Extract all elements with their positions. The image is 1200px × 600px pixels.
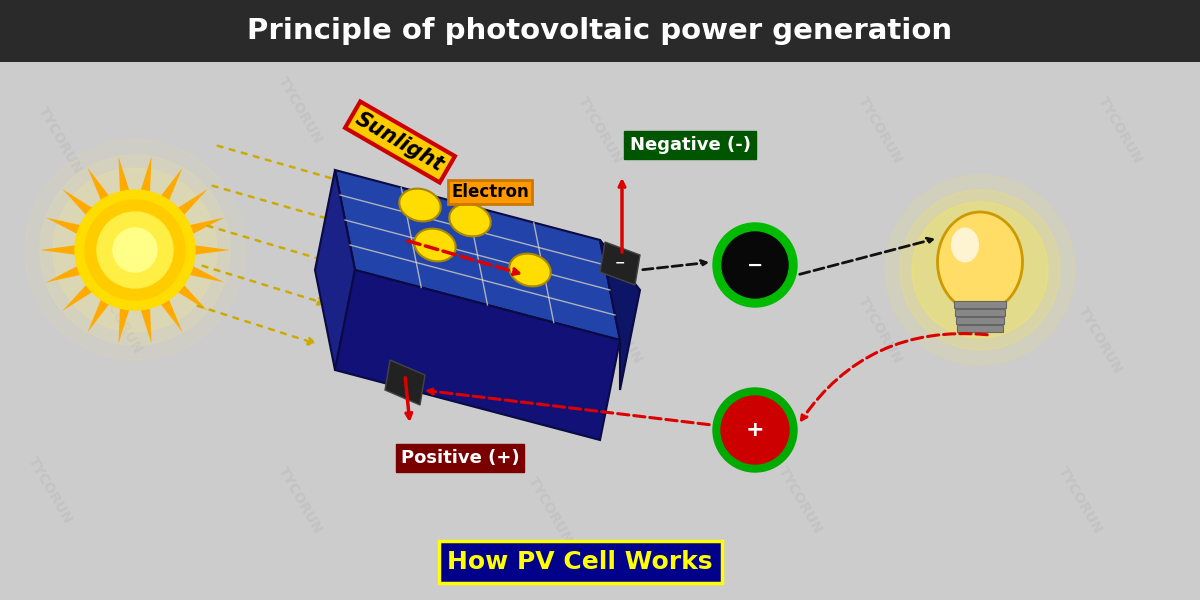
- Polygon shape: [600, 242, 640, 285]
- FancyBboxPatch shape: [958, 325, 1003, 332]
- Text: Positive (+): Positive (+): [401, 449, 520, 467]
- Circle shape: [74, 190, 194, 310]
- Ellipse shape: [937, 212, 1022, 312]
- Polygon shape: [46, 218, 80, 234]
- Polygon shape: [88, 299, 109, 332]
- Circle shape: [53, 168, 217, 332]
- Text: −: −: [746, 256, 763, 275]
- Text: How PV Cell Works: How PV Cell Works: [448, 550, 713, 574]
- Circle shape: [25, 140, 245, 360]
- Polygon shape: [385, 360, 425, 405]
- Polygon shape: [161, 299, 182, 332]
- Text: TYCORUN: TYCORUN: [95, 284, 145, 356]
- Text: TYCORUN: TYCORUN: [1075, 304, 1124, 376]
- Ellipse shape: [952, 227, 979, 263]
- Text: TYCORUN: TYCORUN: [275, 464, 325, 536]
- Polygon shape: [62, 189, 92, 215]
- Text: TYCORUN: TYCORUN: [1055, 464, 1105, 536]
- Circle shape: [713, 388, 797, 472]
- FancyBboxPatch shape: [0, 0, 1200, 62]
- Polygon shape: [178, 189, 208, 215]
- Polygon shape: [314, 170, 355, 370]
- Text: Sunlight: Sunlight: [352, 109, 448, 175]
- Circle shape: [713, 223, 797, 307]
- Text: TYCORUN: TYCORUN: [575, 94, 625, 166]
- Text: TYCORUN: TYCORUN: [526, 474, 575, 546]
- Text: TYCORUN: TYCORUN: [856, 294, 905, 366]
- Polygon shape: [40, 245, 76, 255]
- Text: TYCORUN: TYCORUN: [275, 74, 325, 146]
- Text: TYCORUN: TYCORUN: [775, 464, 824, 536]
- Circle shape: [722, 232, 788, 298]
- Text: TYCORUN: TYCORUN: [35, 104, 85, 176]
- Polygon shape: [119, 308, 130, 344]
- Polygon shape: [190, 266, 224, 283]
- Polygon shape: [140, 157, 151, 192]
- Polygon shape: [178, 285, 208, 311]
- Circle shape: [721, 396, 790, 464]
- Ellipse shape: [449, 203, 491, 236]
- Circle shape: [900, 190, 1060, 350]
- Text: TYCORUN: TYCORUN: [1096, 94, 1145, 166]
- Polygon shape: [119, 157, 130, 192]
- Polygon shape: [600, 240, 640, 390]
- Polygon shape: [194, 245, 230, 255]
- Circle shape: [912, 202, 1048, 338]
- FancyBboxPatch shape: [954, 301, 1006, 308]
- Polygon shape: [140, 308, 151, 344]
- FancyBboxPatch shape: [956, 317, 1004, 324]
- Circle shape: [97, 212, 173, 288]
- Polygon shape: [62, 285, 92, 311]
- Ellipse shape: [414, 229, 456, 262]
- Text: +: +: [745, 420, 764, 440]
- Polygon shape: [335, 270, 620, 440]
- Ellipse shape: [400, 188, 440, 221]
- FancyBboxPatch shape: [955, 309, 1006, 316]
- Text: TYCORUN: TYCORUN: [355, 304, 404, 376]
- Text: TYCORUN: TYCORUN: [856, 94, 905, 166]
- Polygon shape: [88, 168, 109, 200]
- Text: Electron: Electron: [451, 183, 529, 201]
- Circle shape: [886, 175, 1075, 365]
- Circle shape: [85, 200, 185, 300]
- Text: Principle of photovoltaic power generation: Principle of photovoltaic power generati…: [247, 17, 953, 45]
- Polygon shape: [161, 168, 182, 200]
- Text: −: −: [614, 257, 625, 269]
- Circle shape: [113, 228, 157, 272]
- Polygon shape: [190, 218, 224, 234]
- Text: TYCORUN: TYCORUN: [25, 454, 74, 526]
- Circle shape: [40, 155, 230, 345]
- Polygon shape: [46, 266, 80, 283]
- Ellipse shape: [509, 254, 551, 286]
- Text: TYCORUN: TYCORUN: [595, 294, 644, 366]
- Polygon shape: [335, 170, 620, 340]
- Text: Negative (-): Negative (-): [630, 136, 750, 154]
